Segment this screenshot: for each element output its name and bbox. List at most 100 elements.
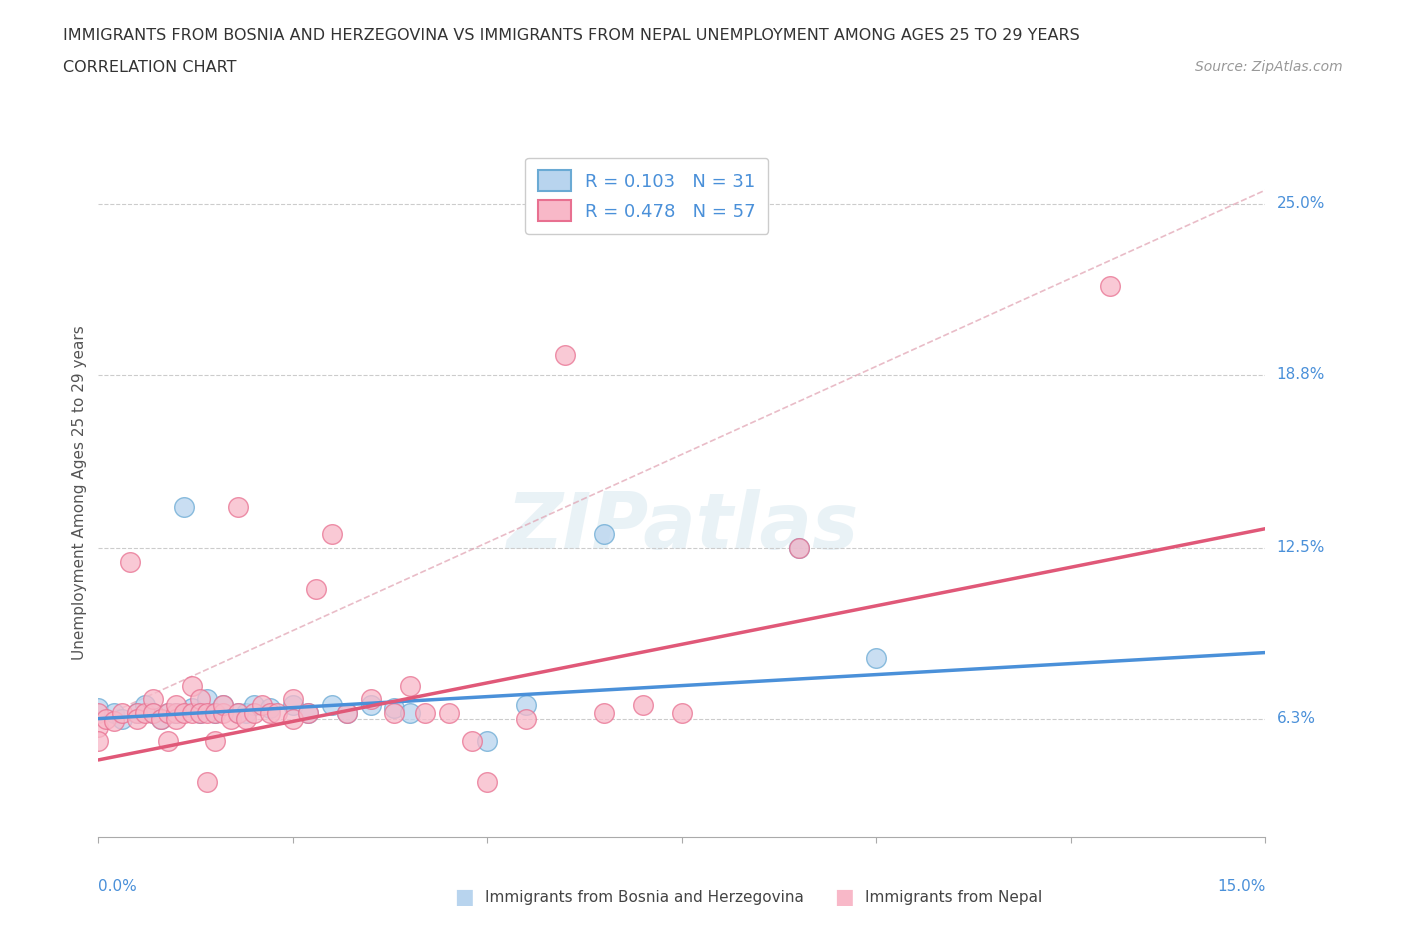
- Point: [398, 706, 420, 721]
- Point: [461, 733, 484, 748]
- Text: 0.0%: 0.0%: [98, 879, 138, 894]
- Point: [118, 554, 141, 569]
- Point: [157, 733, 180, 748]
- Point: [204, 706, 226, 721]
- Point: [127, 706, 149, 721]
- Point: [87, 733, 110, 748]
- Point: [631, 698, 654, 712]
- Text: 12.5%: 12.5%: [1277, 540, 1324, 555]
- Point: [87, 706, 110, 721]
- Point: [228, 499, 250, 514]
- Point: [195, 775, 218, 790]
- Point: [111, 711, 134, 726]
- Point: [413, 706, 436, 721]
- Point: [865, 651, 887, 666]
- Point: [398, 678, 420, 693]
- Point: [382, 700, 405, 715]
- Text: 15.0%: 15.0%: [1218, 879, 1265, 894]
- Point: [671, 706, 693, 721]
- Point: [266, 706, 288, 721]
- Text: 6.3%: 6.3%: [1277, 711, 1316, 726]
- Point: [188, 706, 211, 721]
- Point: [134, 698, 156, 712]
- Point: [127, 706, 149, 721]
- Point: [554, 348, 576, 363]
- Point: [336, 706, 359, 721]
- Point: [180, 700, 202, 715]
- Point: [165, 706, 187, 721]
- Point: [127, 711, 149, 726]
- Text: Source: ZipAtlas.com: Source: ZipAtlas.com: [1195, 60, 1343, 74]
- Text: ■: ■: [834, 887, 853, 908]
- Point: [204, 706, 226, 721]
- Point: [149, 711, 172, 726]
- Point: [228, 706, 250, 721]
- Point: [188, 692, 211, 707]
- Point: [281, 698, 304, 712]
- Point: [382, 706, 405, 721]
- Point: [180, 706, 202, 721]
- Point: [235, 711, 257, 726]
- Point: [195, 692, 218, 707]
- Point: [111, 706, 134, 721]
- Point: [259, 700, 281, 715]
- Text: ■: ■: [454, 887, 474, 908]
- Text: Immigrants from Nepal: Immigrants from Nepal: [865, 890, 1042, 905]
- Point: [142, 706, 165, 721]
- Point: [96, 711, 118, 726]
- Point: [204, 733, 226, 748]
- Point: [336, 706, 359, 721]
- Point: [165, 698, 187, 712]
- Point: [593, 706, 616, 721]
- Point: [281, 692, 304, 707]
- Text: IMMIGRANTS FROM BOSNIA AND HERZEGOVINA VS IMMIGRANTS FROM NEPAL UNEMPLOYMENT AMO: IMMIGRANTS FROM BOSNIA AND HERZEGOVINA V…: [63, 28, 1080, 43]
- Point: [149, 711, 172, 726]
- Point: [259, 706, 281, 721]
- Point: [477, 775, 499, 790]
- Point: [212, 698, 235, 712]
- Point: [188, 706, 211, 721]
- Text: CORRELATION CHART: CORRELATION CHART: [63, 60, 236, 75]
- Point: [360, 698, 382, 712]
- Point: [787, 540, 810, 555]
- Point: [165, 711, 187, 726]
- Point: [173, 499, 195, 514]
- Point: [243, 706, 266, 721]
- Point: [142, 706, 165, 721]
- Point: [250, 698, 273, 712]
- Point: [195, 706, 218, 721]
- Point: [157, 706, 180, 721]
- Point: [1098, 279, 1121, 294]
- Point: [243, 698, 266, 712]
- Point: [180, 678, 202, 693]
- Point: [103, 714, 125, 729]
- Point: [477, 733, 499, 748]
- Point: [165, 706, 187, 721]
- Point: [235, 706, 257, 721]
- Point: [305, 582, 328, 597]
- Text: ZIPatlas: ZIPatlas: [506, 489, 858, 565]
- Point: [157, 706, 180, 721]
- Point: [212, 698, 235, 712]
- Y-axis label: Unemployment Among Ages 25 to 29 years: Unemployment Among Ages 25 to 29 years: [72, 326, 87, 660]
- Point: [134, 706, 156, 721]
- Point: [321, 698, 343, 712]
- Point: [515, 711, 537, 726]
- Point: [297, 706, 319, 721]
- Point: [87, 700, 110, 715]
- Point: [212, 706, 235, 721]
- Point: [437, 706, 460, 721]
- Point: [103, 706, 125, 721]
- Point: [360, 692, 382, 707]
- Point: [142, 692, 165, 707]
- Point: [228, 706, 250, 721]
- Text: Immigrants from Bosnia and Herzegovina: Immigrants from Bosnia and Herzegovina: [485, 890, 804, 905]
- Point: [219, 711, 242, 726]
- Point: [87, 720, 110, 735]
- Point: [787, 540, 810, 555]
- Point: [281, 711, 304, 726]
- Text: 25.0%: 25.0%: [1277, 196, 1324, 211]
- Point: [593, 526, 616, 541]
- Point: [297, 706, 319, 721]
- Text: 18.8%: 18.8%: [1277, 367, 1324, 382]
